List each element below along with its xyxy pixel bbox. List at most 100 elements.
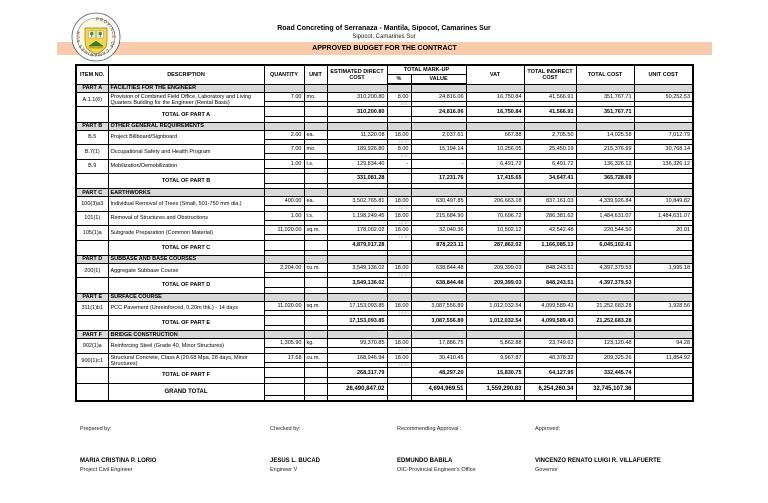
item-unit-cost: 1,484,631.07 bbox=[633, 210, 694, 221]
item-markup-percent: 18.00 bbox=[386, 129, 412, 140]
item-quantity: 2,204.00 bbox=[263, 262, 305, 273]
item-vat: 1,012,032.54 bbox=[465, 300, 525, 311]
item-quantity: 11,020.00 bbox=[263, 300, 305, 311]
item-quantity: 1.00 bbox=[263, 210, 305, 221]
item-subrow: - - -18.00- - - - - bbox=[76, 271, 694, 279]
total-markup-value: 17,231.76 bbox=[410, 172, 467, 184]
total-unit-cost bbox=[633, 239, 694, 251]
item-direct-cost: 17,153,093.85 bbox=[326, 300, 388, 311]
totalsub-direct-cost: - bbox=[326, 394, 388, 402]
col-item-no: ITEM NO. bbox=[75, 64, 109, 85]
total-vat: 15,830.75 bbox=[465, 367, 525, 379]
section-empty-cell bbox=[523, 292, 577, 302]
item-unit-cost: 20.01 bbox=[633, 225, 694, 236]
item-total-cost: 1,484,631.07 bbox=[575, 210, 635, 221]
total-quantity bbox=[263, 277, 305, 289]
section-title: SUBBASE AND BASE COURSES bbox=[107, 254, 265, 264]
section-title: SURFACE COURSE bbox=[107, 292, 265, 302]
item-vat: 206,663.18 bbox=[465, 196, 525, 207]
signature-column: Checked by: JESUS L. BUCAD Engineer V bbox=[270, 426, 450, 473]
section-empty-cell bbox=[465, 121, 525, 131]
item-no: 200(1) bbox=[75, 262, 109, 279]
total-unit bbox=[303, 172, 328, 184]
item-quantity: 11,020.00 bbox=[263, 225, 305, 236]
total-subrow: ------ bbox=[76, 287, 694, 294]
total-quantity bbox=[263, 239, 305, 251]
item-unit-cost: 11,854.92 bbox=[633, 352, 694, 363]
item-indirect-cost: 40,378.32 bbox=[523, 352, 577, 363]
total-label: TOTAL OF PART A bbox=[107, 106, 265, 123]
item-unit: kg. bbox=[303, 338, 328, 349]
item-row: B.5 Project Billboard/Signboard 2.00 ea. 11,… bbox=[75, 129, 694, 146]
total-indirect-cost: 64,127.95 bbox=[523, 367, 577, 379]
signature-column: Approved: VINCENZO RENATO LUIGI R. VILLAF… bbox=[535, 426, 715, 473]
item-unit-cost: 1,995.18 bbox=[633, 262, 694, 273]
item-no: A.1.1(6) bbox=[75, 91, 109, 108]
item-total-cost: 215,376.99 bbox=[575, 144, 635, 155]
total-markup-value: 878,223.11 bbox=[410, 239, 467, 251]
section-empty-cell bbox=[575, 188, 635, 198]
item-indirect-cost: 41,566.91 bbox=[523, 92, 577, 102]
total-total-cost: 32,745,107.36 bbox=[575, 382, 635, 396]
item-quantity: 1.00 bbox=[263, 158, 305, 169]
item-markup-percent: 18.00 bbox=[386, 300, 412, 311]
document-title: Road Concreting of Serranaza - Mantila, … bbox=[277, 25, 491, 32]
col-total-markup: TOTAL MARK-UP bbox=[386, 64, 467, 75]
signatory-role: OIC-Provincial Engineer's Office bbox=[397, 467, 476, 473]
total-label: TOTAL OF PART C bbox=[107, 239, 265, 256]
item-direct-cost: 168,946.94 bbox=[326, 352, 388, 363]
section-empty-cell bbox=[263, 292, 305, 302]
section-code: PART F bbox=[75, 330, 109, 340]
item-row: B.7(1) Occupational Safety and Health Pro… bbox=[75, 144, 694, 160]
item-direct-cost: 1,198,249.45 bbox=[326, 210, 388, 221]
item-vat: 6,491.72 bbox=[465, 158, 525, 169]
totalsub-markup-value: - bbox=[410, 394, 467, 402]
section-empty-cell bbox=[303, 121, 328, 131]
totalsub-unit-cost: - bbox=[633, 325, 694, 332]
table-header: ITEM NO. DESCRIPTION QUANTITY UNIT ESTIM… bbox=[75, 64, 694, 85]
item-vat: 667.88 bbox=[465, 129, 525, 140]
item-unit: sq.m. bbox=[303, 300, 328, 311]
totalsub-unit-cost: - bbox=[633, 116, 694, 123]
sub-unit-cost: - bbox=[633, 100, 694, 108]
item-indirect-cost: 4,099,589.43 bbox=[523, 300, 577, 311]
provincial-seal-logo: PROVINCE OF CAMARINES SUR bbox=[71, 12, 121, 62]
item-row: 100(3)a3 Individual Removal of Trees (Sma… bbox=[75, 196, 694, 212]
sub-unit-cost: - bbox=[633, 234, 694, 241]
item-indirect-cost: 837,161.03 bbox=[523, 196, 577, 207]
total-vat: 287,862.02 bbox=[465, 239, 525, 251]
section-title: EARTHWORKS bbox=[107, 188, 265, 198]
section-empty-cell bbox=[263, 188, 305, 198]
item-total-cost: 123,120.48 bbox=[575, 338, 635, 349]
item-row: 311(1)b1 PCC Pavement (Unreinforced, 0.20… bbox=[75, 300, 694, 317]
section-empty-cell bbox=[386, 188, 412, 198]
item-vat: 10,256.05 bbox=[465, 144, 525, 155]
col-quantity: QUANTITY bbox=[263, 64, 305, 85]
section-empty-cell bbox=[465, 83, 525, 93]
total-subrow: ------ bbox=[76, 116, 694, 123]
item-description: Mobilization/Demobilization bbox=[107, 158, 265, 174]
item-unit-cost: 30,768.14 bbox=[633, 144, 694, 155]
total-quantity bbox=[263, 367, 305, 379]
col-markup-value: VALUE bbox=[410, 74, 467, 85]
section-empty-cell bbox=[523, 83, 577, 93]
section-row: PART C EARTHWORKS bbox=[75, 188, 694, 198]
section-empty-cell bbox=[575, 292, 635, 302]
item-description: PCC Pavement (Unreinforced, 0.20m thk.) … bbox=[107, 300, 265, 317]
signature-label: Recommending Approval : bbox=[397, 426, 462, 432]
item-description: Aggregate Subbase Course bbox=[107, 262, 265, 279]
item-no: 101(1) bbox=[75, 210, 109, 227]
item-no: 105(1)a bbox=[75, 225, 109, 241]
item-vat: 209,399.03 bbox=[465, 262, 525, 273]
item-indirect-cost: 23,749.63 bbox=[523, 338, 577, 349]
item-subrow: - - -18.00- - - - - bbox=[76, 205, 694, 212]
section-empty-cell bbox=[303, 254, 328, 264]
item-no: B.9 bbox=[75, 158, 109, 174]
sub-unit-cost: - bbox=[633, 153, 694, 160]
total-quantity bbox=[263, 172, 305, 184]
totalsub-markup-value: - bbox=[410, 287, 467, 294]
total-item-no bbox=[75, 315, 109, 332]
item-total-cost: 4,339,926.84 bbox=[575, 196, 635, 207]
item-indirect-cost: 42,542.48 bbox=[523, 225, 577, 236]
item-description: Occupational Safety and Health Program bbox=[107, 144, 265, 160]
